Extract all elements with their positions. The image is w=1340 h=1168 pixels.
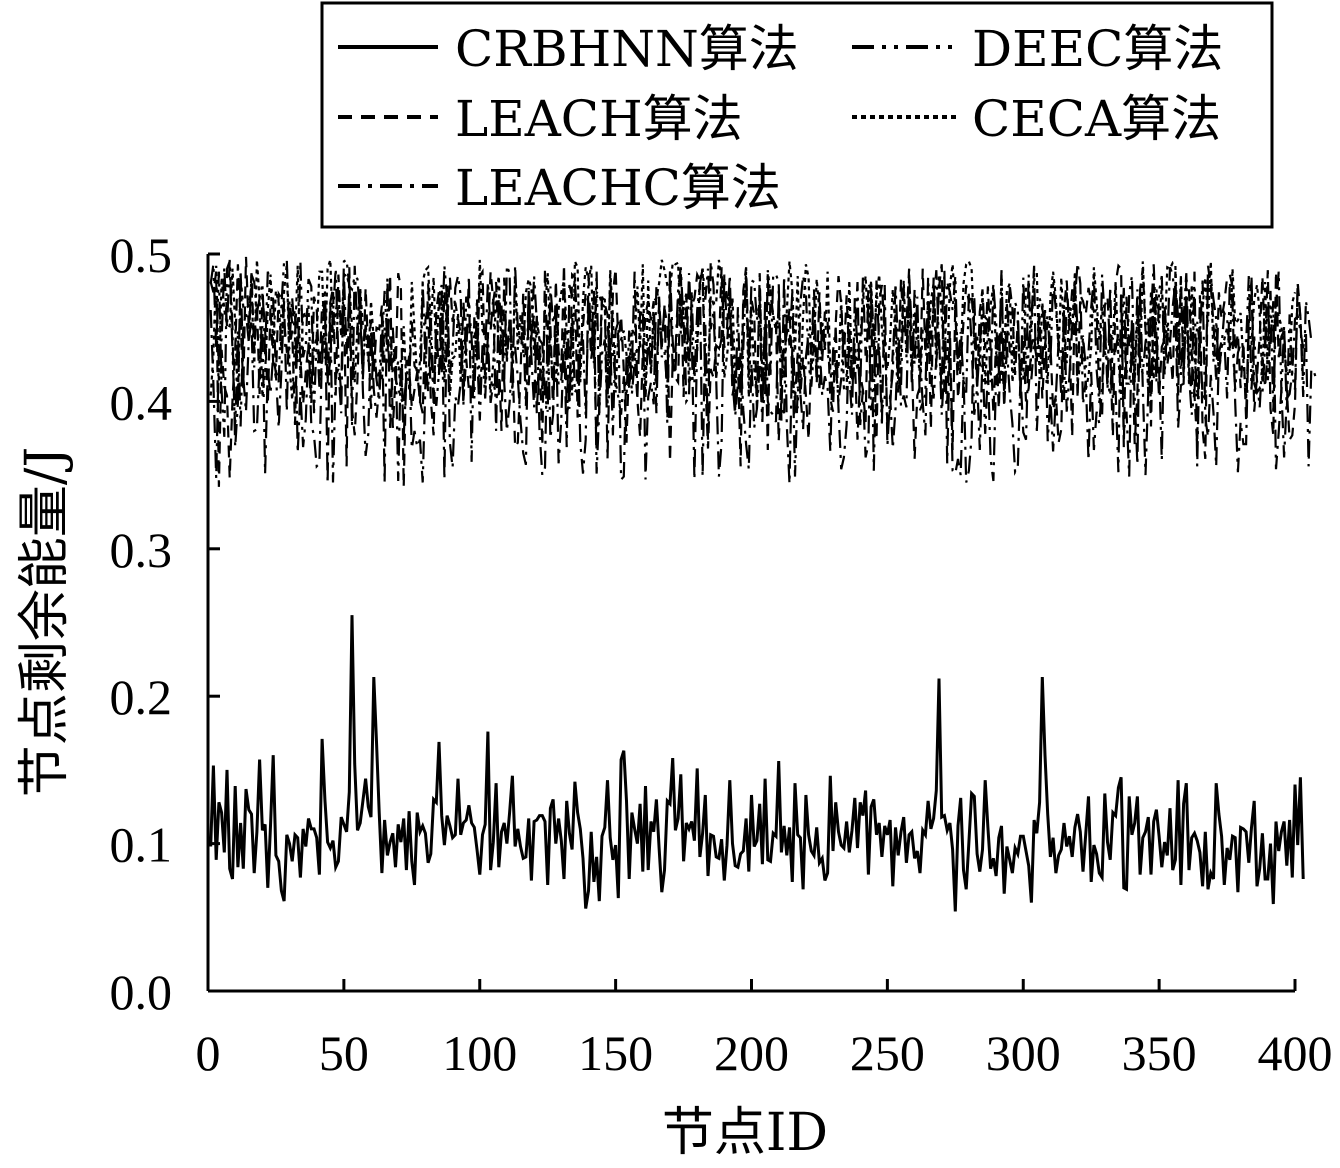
legend-label-ceca: CECA算法 <box>972 90 1221 148</box>
y-tick-label: 0.3 <box>110 522 173 578</box>
series-line-0 <box>209 615 1305 912</box>
x-tick-label: 300 <box>986 1025 1061 1081</box>
series-line-4 <box>209 259 1318 484</box>
x-tick-label: 150 <box>578 1025 653 1081</box>
y-tick-label: 0.4 <box>110 374 173 430</box>
x-tick-label: 200 <box>714 1025 789 1081</box>
y-tick-label: 0.5 <box>110 227 173 283</box>
y-axis-title: 节点剩余能量/J <box>15 447 75 797</box>
x-tick-label: 350 <box>1122 1025 1197 1081</box>
legend-box <box>320 1 1274 229</box>
y-ticks: 0.0 0.1 0.2 0.3 0.4 0.5 <box>110 227 220 1020</box>
x-axis-title: 节点ID <box>662 1103 828 1163</box>
legend-label-leach: LEACH算法 <box>455 90 743 148</box>
legend-label-crbhnn: CRBHNN算法 <box>455 20 799 78</box>
x-tick-label: 50 <box>319 1025 369 1081</box>
legend-label-leachc: LEACHC算法 <box>455 159 781 217</box>
plot-series <box>209 256 1318 912</box>
x-tick-label: 100 <box>442 1025 517 1081</box>
y-tick-label: 0.2 <box>110 669 173 725</box>
x-tick-label: 250 <box>850 1025 925 1081</box>
x-tick-label: 400 <box>1258 1025 1333 1081</box>
x-tick-label: 0 <box>196 1025 221 1081</box>
x-ticks: 0 50 100 150 200 250 300 350 400 <box>196 979 1333 1081</box>
y-tick-label: 0.1 <box>110 817 173 873</box>
legend: CRBHNN算法 DEEC算法 LEACH算法 CECA算法 LEACHC算法 <box>320 1 1274 229</box>
legend-label-deec: DEEC算法 <box>972 20 1223 78</box>
series-line-3 <box>209 259 1297 400</box>
y-tick-label: 0.0 <box>110 964 173 1020</box>
